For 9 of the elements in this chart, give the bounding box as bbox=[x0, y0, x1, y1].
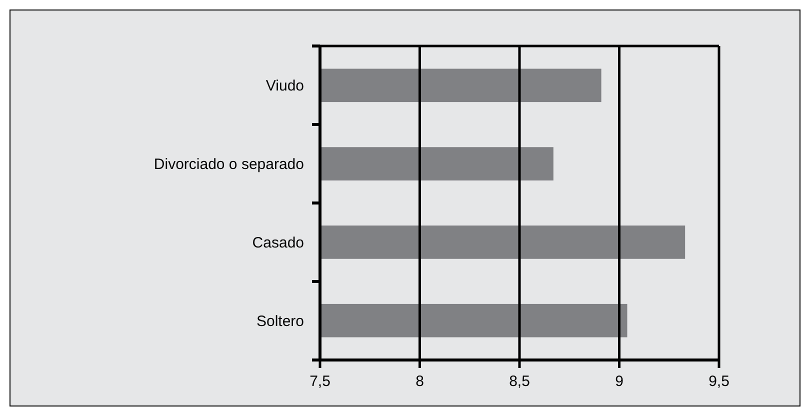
x-tick-label: 8,5 bbox=[509, 373, 530, 390]
y-tick-label: Divorciado o separado bbox=[154, 156, 304, 174]
x-tick-label: 9 bbox=[615, 373, 624, 390]
y-tick-label: Casado bbox=[252, 234, 304, 252]
x-tick-label: 7,5 bbox=[310, 373, 330, 390]
x-tick-label: 9,5 bbox=[708, 373, 730, 390]
y-tick-label: Viudo bbox=[266, 78, 304, 95]
x-tick-label: 8 bbox=[416, 373, 424, 390]
y-tick-label: Soltero bbox=[256, 312, 304, 330]
